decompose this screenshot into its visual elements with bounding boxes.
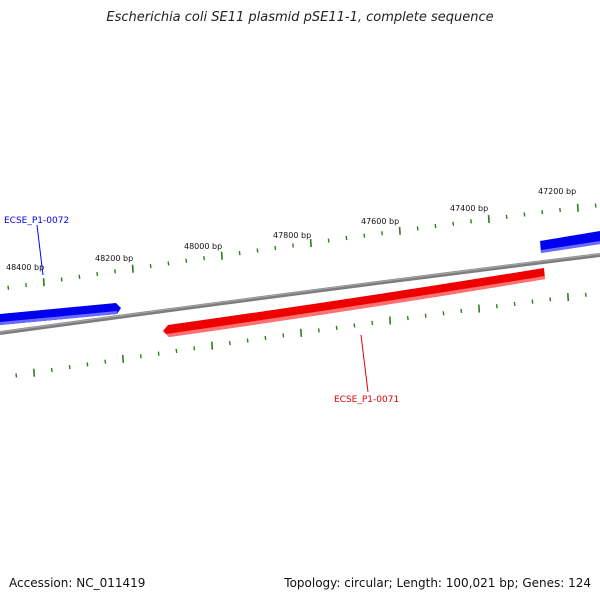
minor-tick — [460, 308, 463, 313]
minor-tick — [363, 233, 366, 238]
minor-tick — [406, 315, 409, 321]
major-tick — [309, 238, 312, 248]
outer-tick-row — [7, 203, 597, 290]
major-tick — [211, 341, 214, 350]
map-title: Escherichia coli SE11 plasmid pSE11-1, c… — [106, 10, 494, 25]
gene-ecse-p1-0072-shadow — [0, 311, 117, 325]
minor-tick — [175, 348, 178, 354]
minor-tick — [292, 243, 294, 248]
minor-tick — [167, 261, 170, 266]
minor-tick — [238, 250, 241, 256]
minor-tick — [541, 210, 544, 215]
scale-label-48400: 48400 bp — [6, 263, 44, 272]
minor-tick — [505, 214, 508, 219]
minor-tick — [442, 311, 445, 316]
major-tick — [487, 215, 490, 224]
accession-text: Accession: NC_011419 — [9, 576, 146, 590]
major-tick — [398, 226, 401, 235]
major-tick — [576, 203, 579, 212]
minor-tick — [495, 304, 498, 309]
minor-tick — [523, 212, 526, 217]
minor-tick — [335, 325, 338, 330]
major-tick — [131, 264, 134, 273]
inner-tick-row — [15, 292, 587, 378]
major-tick — [220, 251, 223, 260]
minor-tick — [78, 274, 81, 279]
minor-tick — [15, 373, 18, 378]
minor-tick — [256, 248, 259, 253]
major-tick — [567, 293, 570, 302]
minor-tick — [381, 231, 383, 236]
scale-label-47600: 47600 bp — [361, 217, 399, 226]
minor-tick — [424, 313, 427, 318]
minor-tick — [327, 238, 330, 243]
minor-tick — [104, 359, 107, 364]
scale-label-47200: 47200 bp — [538, 187, 576, 196]
minor-tick — [50, 367, 53, 372]
plasmid-backbone — [0, 253, 600, 335]
scale-label-47400: 47400 bp — [450, 204, 488, 213]
gene-right-forward[interactable] — [540, 231, 600, 253]
minor-tick — [470, 219, 472, 224]
minor-tick — [7, 285, 10, 290]
gene-label-ecse-p1-0071: ECSE_P1-0071 — [334, 395, 399, 405]
minor-tick — [353, 323, 356, 328]
minor-tick — [434, 223, 437, 229]
minor-tick — [157, 351, 160, 356]
minor-tick — [114, 269, 116, 274]
scale-label-48200: 48200 bp — [95, 254, 133, 263]
minor-tick — [86, 362, 89, 367]
major-tick — [478, 304, 481, 313]
minor-tick — [25, 282, 27, 288]
minor-tick — [371, 320, 374, 326]
minor-tick — [549, 297, 552, 302]
minor-tick — [246, 338, 249, 343]
major-tick — [42, 278, 45, 287]
minor-tick — [203, 256, 205, 261]
major-tick — [300, 328, 303, 337]
minor-tick — [594, 203, 597, 208]
major-tick — [122, 354, 125, 364]
summary-text: Topology: circular; Length: 100,021 bp; … — [284, 576, 591, 590]
leader-ecse-p1-0071 — [360, 334, 369, 393]
minor-tick — [274, 245, 277, 251]
minor-tick — [282, 333, 285, 338]
minor-tick — [345, 236, 348, 241]
minor-tick — [185, 258, 188, 263]
scale-label-47800: 47800 bp — [273, 231, 311, 240]
minor-tick — [96, 271, 99, 277]
minor-tick — [452, 221, 455, 226]
minor-tick — [584, 292, 587, 297]
minor-tick — [531, 299, 534, 304]
minor-tick — [559, 207, 561, 213]
minor-tick — [416, 226, 419, 231]
minor-tick — [228, 341, 231, 346]
minor-tick — [317, 328, 320, 333]
minor-tick — [68, 365, 71, 370]
minor-tick — [139, 354, 142, 359]
plasmid-backbone-highlight — [0, 253, 600, 333]
minor-tick — [193, 346, 196, 351]
minor-tick — [513, 301, 516, 306]
leader-ecse-p1-0072 — [36, 224, 44, 276]
gene-ecse-p1-0071-shadow — [166, 276, 545, 337]
minor-tick — [264, 335, 267, 341]
gene-ecse-p1-0071[interactable] — [163, 268, 545, 337]
gene-right-forward-shadow — [541, 241, 600, 253]
minor-tick — [149, 263, 152, 269]
minor-tick — [60, 277, 63, 282]
gene-label-ecse-p1-0072: ECSE_P1-0072 — [4, 216, 69, 226]
major-tick — [33, 368, 36, 377]
scale-label-48000: 48000 bp — [184, 242, 222, 251]
major-tick — [389, 316, 392, 325]
